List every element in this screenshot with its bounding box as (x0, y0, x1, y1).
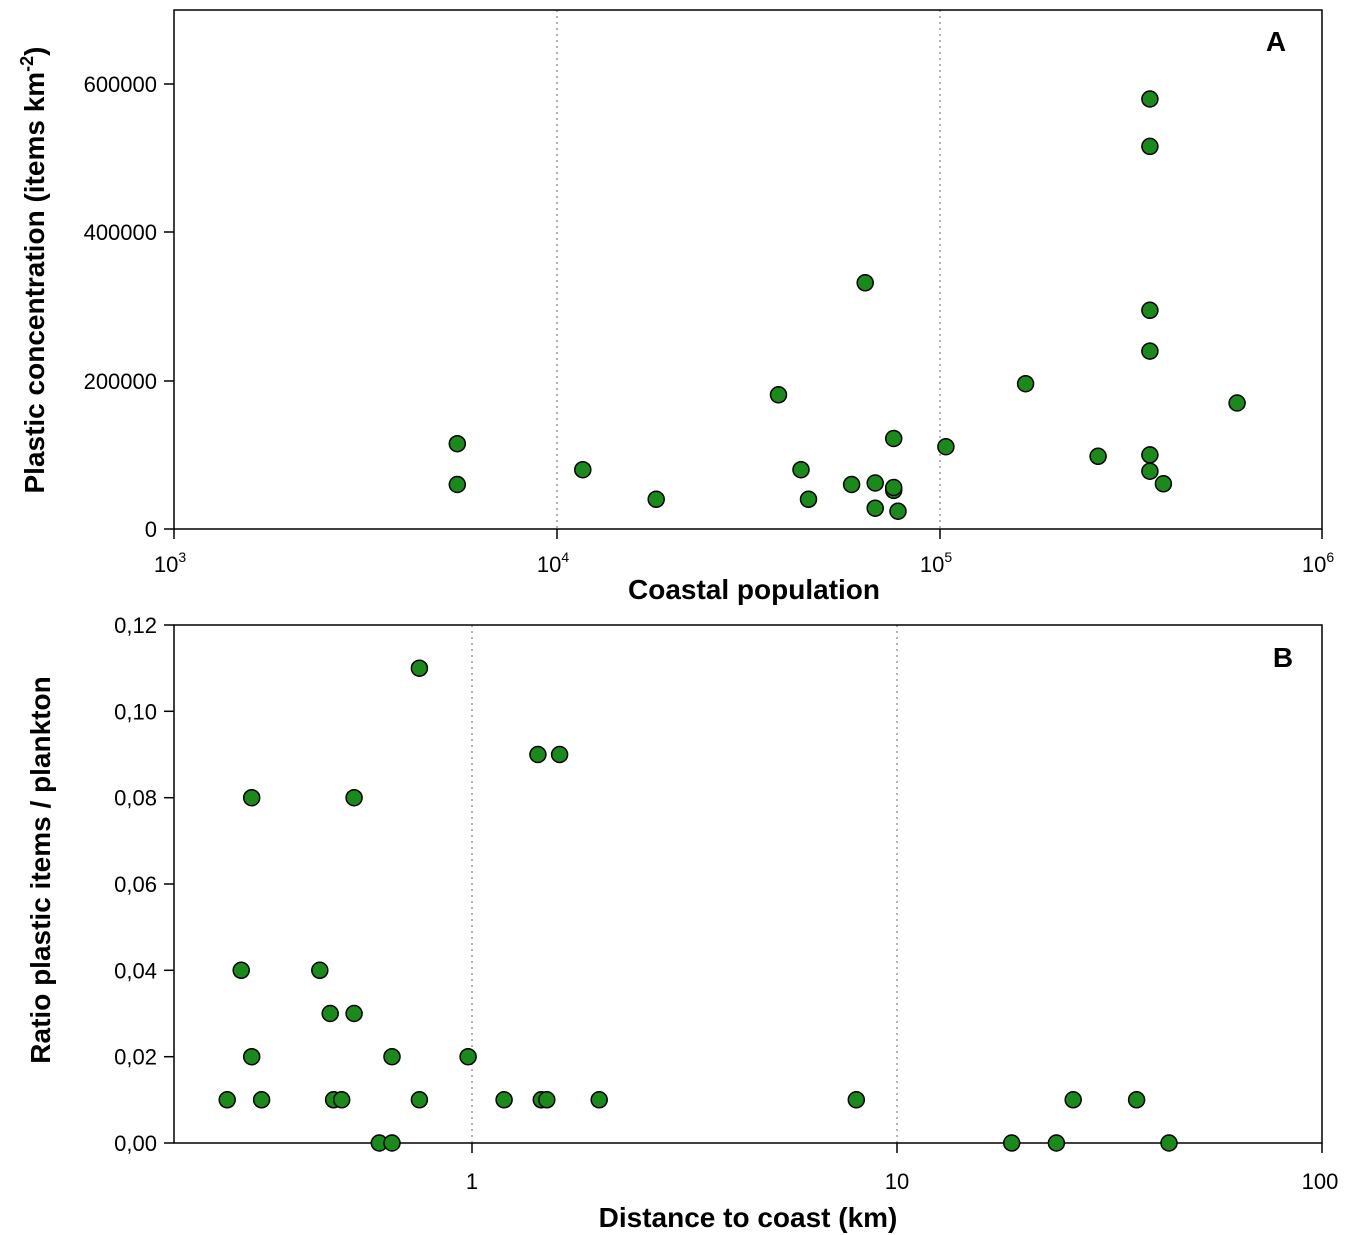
panel-b-point-23 (847, 1091, 866, 1109)
panel-a-point-2 (574, 460, 592, 479)
panel-a-point-16 (1016, 374, 1035, 393)
panel-b-point-2 (242, 788, 261, 807)
panel-a-y-axis-title: Plastic concentration (items km-2) (17, 46, 50, 493)
panel-b-point-24 (1002, 1134, 1021, 1152)
panel-a-point-19 (1141, 137, 1159, 156)
panel-a-points (448, 90, 1246, 520)
panel-a-point-18 (1141, 90, 1159, 108)
panel-b-point-1 (232, 961, 250, 980)
panel-a-x-ticks: 103 104 105 106 (154, 529, 1334, 577)
panel-a-gridlines (556, 10, 941, 529)
panel-a-point-10 (866, 499, 884, 517)
panel-b-point-4 (252, 1091, 271, 1109)
panel-b-label: B (1273, 642, 1293, 673)
panel-b-point-28 (1160, 1134, 1178, 1152)
panel-b-point-17 (495, 1091, 513, 1109)
panel-a-point-7 (842, 475, 861, 494)
panel-a-plot-frame (173, 9, 1323, 530)
panel-b-x-tick-label-2: 100 (1302, 1169, 1339, 1194)
panel-a-point-9 (866, 474, 884, 492)
panel-b-point-9 (345, 788, 363, 807)
panel-a-y-tick-label-3: 600000 (84, 72, 157, 97)
panel-a-point-0 (448, 434, 467, 453)
panel-b-point-10 (345, 1004, 363, 1023)
panel-b-point-12 (383, 1047, 401, 1066)
panel-b-x-tick-label-0: 1 (466, 1169, 478, 1194)
panel-a-point-3 (647, 490, 665, 509)
panel-b-point-20 (538, 1091, 556, 1109)
panel-b-x-axis-title: Distance to coast (km) (599, 1202, 898, 1233)
panel-a-x-axis-title: Coastal population (628, 574, 880, 605)
panel-a-point-17 (1089, 447, 1107, 466)
panel-a-x-tick-label-2: 105 (920, 549, 952, 577)
panel-a-y-tick-label-2: 400000 (84, 220, 157, 245)
panel-a-label: A (1266, 26, 1286, 57)
panel-a-point-22 (1141, 446, 1159, 464)
panel-b-gridlines (471, 625, 898, 1143)
panel-a-point-25 (1228, 394, 1246, 412)
panel-b-point-18 (529, 745, 547, 764)
panel-b-point-5 (311, 961, 329, 980)
panel-a-point-23 (1141, 462, 1159, 480)
panel-b-y-tick-label-6: 0,12 (114, 613, 157, 638)
panel-a-x-tick-label-1: 104 (537, 549, 569, 577)
panel-a-point-24 (1154, 475, 1173, 493)
panel-a-point-5 (792, 460, 810, 479)
panel-b-point-0 (218, 1091, 236, 1109)
panel-a-point-13 (884, 478, 903, 497)
panel-a-y-tick-label-0: 0 (145, 517, 157, 542)
panel-b-y-tick-label-1: 0,02 (114, 1045, 157, 1070)
panel-b: 0,00 0,02 0,04 0,06 0,08 0,10 0,12 1 10 … (25, 613, 1338, 1233)
panel-a-x-tick-label-0: 103 (154, 549, 186, 577)
panel-a: 0 200000 400000 600000 103 104 105 106 C… (17, 9, 1334, 605)
panel-a-point-20 (1141, 301, 1159, 320)
panel-a-y-ticks: 0 200000 400000 600000 (84, 72, 174, 542)
panel-b-y-tick-label-0: 0,00 (114, 1131, 157, 1156)
panel-b-point-25 (1047, 1134, 1066, 1152)
panel-b-point-8 (332, 1091, 351, 1109)
panel-b-x-tick-label-1: 10 (885, 1169, 909, 1194)
panel-b-point-21 (550, 745, 569, 764)
panel-b-point-13 (383, 1134, 401, 1152)
panel-b-point-27 (1127, 1091, 1146, 1109)
panel-a-point-8 (856, 274, 874, 292)
panel-b-y-tick-label-2: 0,04 (114, 958, 157, 983)
panel-b-point-26 (1064, 1091, 1082, 1109)
panel-a-x-tick-label-3: 106 (1302, 549, 1334, 577)
panel-a-point-15 (937, 437, 955, 456)
panel-a-y-tick-label-1: 200000 (84, 369, 157, 394)
panel-b-y-ticks: 0,00 0,02 0,04 0,06 0,08 0,10 0,12 (114, 613, 174, 1156)
panel-a-point-1 (448, 475, 467, 494)
panel-a-point-4 (769, 386, 788, 404)
panel-b-y-tick-label-4: 0,08 (114, 786, 157, 811)
panel-b-point-22 (590, 1091, 608, 1109)
panel-b-point-3 (242, 1047, 261, 1066)
panel-a-point-21 (1141, 342, 1159, 360)
panel-a-point-6 (799, 490, 818, 509)
panel-b-x-ticks: 1 10 100 (466, 1143, 1338, 1194)
panel-b-points (218, 659, 1178, 1152)
panel-b-point-15 (410, 1091, 429, 1109)
panel-b-point-6 (321, 1004, 339, 1023)
panel-b-plot-frame (173, 624, 1323, 1144)
panel-b-point-14 (410, 659, 429, 677)
panel-a-point-14 (889, 502, 907, 520)
panel-a-point-11 (884, 429, 903, 448)
panel-b-y-tick-label-3: 0,06 (114, 872, 157, 897)
panel-b-point-16 (459, 1047, 477, 1066)
panel-b-y-tick-label-5: 0,10 (114, 699, 157, 724)
panel-b-y-axis-title: Ratio plastic items / plankton (25, 676, 56, 1063)
